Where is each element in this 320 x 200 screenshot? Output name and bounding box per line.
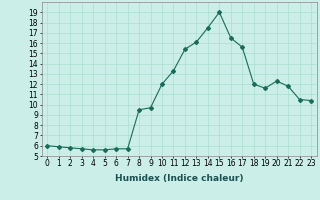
- X-axis label: Humidex (Indice chaleur): Humidex (Indice chaleur): [115, 174, 244, 183]
